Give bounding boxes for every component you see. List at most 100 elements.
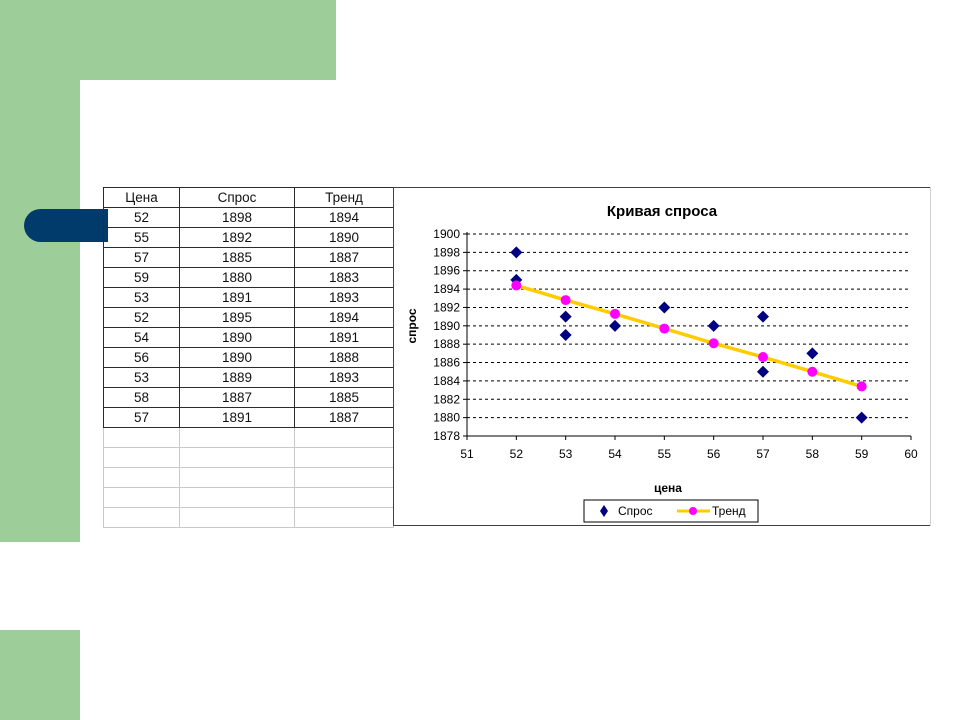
table-row: 52 1898 1894 [103, 207, 394, 228]
cell-trend[interactable]: 1888 [294, 347, 394, 368]
sheet-edge [930, 187, 931, 526]
x-tick-label: 56 [707, 447, 721, 461]
empty-cell[interactable] [294, 427, 394, 448]
cell-demand[interactable]: 1889 [179, 367, 295, 388]
y-tick-label: 1892 [433, 300, 460, 314]
empty-cell[interactable] [103, 487, 180, 508]
cell-price[interactable]: 59 [103, 267, 180, 288]
cell-demand[interactable]: 1892 [179, 227, 295, 248]
legend-demand-label: Спрос [618, 504, 653, 518]
trend-point [807, 366, 818, 377]
y-tick-label: 1890 [433, 319, 460, 333]
cell-demand[interactable]: 1898 [179, 207, 295, 228]
demand-point [559, 310, 572, 323]
empty-cell[interactable] [103, 447, 180, 468]
empty-table-row [103, 427, 394, 448]
cell-price[interactable]: 53 [103, 287, 180, 308]
cell-price[interactable]: 52 [103, 307, 180, 328]
plot-series [510, 246, 868, 424]
cell-trend[interactable]: 1883 [294, 267, 394, 288]
cell-trend[interactable]: 1894 [294, 307, 394, 328]
cell-trend[interactable]: 1890 [294, 227, 394, 248]
empty-cell[interactable] [179, 427, 295, 448]
grid [467, 233, 911, 419]
trend-point [610, 308, 620, 319]
x-tick-label: 58 [806, 447, 820, 461]
empty-cell[interactable] [294, 507, 394, 528]
cell-demand[interactable]: 1891 [179, 287, 295, 308]
cell-price[interactable]: 53 [103, 367, 180, 388]
y-tick-label: 1880 [433, 411, 460, 425]
y-axis-label: спрос [405, 308, 419, 343]
cell-demand[interactable]: 1887 [179, 387, 295, 408]
empty-cell[interactable] [294, 487, 394, 508]
chart-title: Кривая спроса [607, 203, 718, 220]
cell-price[interactable]: 55 [103, 227, 180, 248]
demand-point [757, 365, 769, 378]
cell-trend[interactable]: 1885 [294, 387, 394, 408]
x-tick-label: 53 [559, 447, 573, 461]
cell-demand[interactable]: 1885 [179, 247, 295, 268]
table-row: 57 1891 1887 [103, 407, 394, 428]
cell-price[interactable]: 57 [103, 247, 180, 268]
legend-trend-marker [689, 507, 697, 515]
table-row: 59 1880 1883 [103, 267, 394, 288]
table-row: 53 1891 1893 [103, 287, 394, 308]
cell-demand[interactable]: 1891 [179, 407, 295, 428]
y-tick-label: 1888 [433, 337, 460, 351]
x-tick-label: 54 [608, 447, 622, 461]
navy-accent-tab [24, 209, 108, 242]
chart-legend: Спрос Тренд [583, 499, 759, 523]
cell-demand[interactable]: 1895 [179, 307, 295, 328]
cell-trend[interactable]: 1893 [294, 287, 394, 308]
x-tick-label: 52 [510, 447, 524, 461]
empty-cell[interactable] [179, 467, 295, 488]
x-tick-label: 55 [658, 447, 672, 461]
empty-cell[interactable] [179, 447, 295, 468]
empty-cell[interactable] [103, 507, 180, 528]
cell-trend[interactable]: 1894 [294, 207, 394, 228]
demand-point [806, 347, 819, 360]
cell-trend[interactable]: 1887 [294, 407, 394, 428]
cell-price[interactable]: 56 [103, 347, 180, 368]
cell-price[interactable]: 57 [103, 407, 180, 428]
cell-demand[interactable]: 1890 [179, 347, 295, 368]
header-price: Цена [103, 187, 180, 208]
demand-point [757, 310, 769, 323]
legend-demand-marker [600, 505, 608, 517]
cell-trend[interactable]: 1891 [294, 327, 394, 348]
header-demand: Спрос [179, 187, 295, 208]
chart-area: Кривая спроса 1878 1880 1882 1884 1886 1888 18… [393, 187, 931, 526]
cell-demand[interactable]: 1890 [179, 327, 295, 348]
y-tick-label: 1878 [433, 429, 460, 443]
empty-table-row [103, 447, 394, 468]
y-tick-label: 1896 [433, 264, 460, 278]
table-row: 55 1892 1890 [103, 227, 394, 248]
data-table: Цена Спрос Тренд 52 1898 1894 55 1892 1890 57 1… [103, 187, 394, 528]
empty-cell[interactable] [179, 507, 295, 528]
cell-price[interactable]: 54 [103, 327, 180, 348]
demand-point [707, 319, 720, 332]
header-trend: Тренд [294, 187, 394, 208]
green-left-band [0, 80, 80, 542]
trend-point [511, 280, 522, 291]
table-row: 57 1885 1887 [103, 247, 394, 268]
empty-cell[interactable] [103, 467, 180, 488]
demand-point [510, 246, 523, 259]
empty-cell[interactable] [179, 487, 295, 508]
empty-cell[interactable] [103, 427, 180, 448]
cell-price[interactable]: 58 [103, 387, 180, 408]
table-row: 56 1890 1888 [103, 347, 394, 368]
cell-trend[interactable]: 1893 [294, 367, 394, 388]
trend-point [758, 352, 768, 363]
empty-cell[interactable] [294, 447, 394, 468]
empty-table-row [103, 487, 394, 508]
x-tick-label: 57 [756, 447, 770, 461]
cell-price[interactable]: 52 [103, 207, 180, 228]
green-top-band [0, 0, 336, 80]
trend-point [560, 295, 571, 306]
cell-trend[interactable]: 1887 [294, 247, 394, 268]
x-axis-label: цена [654, 481, 682, 495]
cell-demand[interactable]: 1880 [179, 267, 295, 288]
empty-cell[interactable] [294, 467, 394, 488]
